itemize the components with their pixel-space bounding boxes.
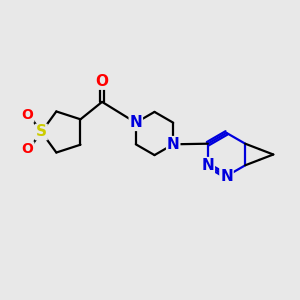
Text: O: O [22, 108, 34, 122]
Text: N: N [167, 137, 180, 152]
Text: N: N [129, 115, 142, 130]
Text: O: O [22, 142, 34, 156]
Text: S: S [36, 124, 47, 140]
Text: N: N [220, 169, 233, 184]
Text: O: O [96, 74, 109, 89]
Text: N: N [201, 158, 214, 173]
